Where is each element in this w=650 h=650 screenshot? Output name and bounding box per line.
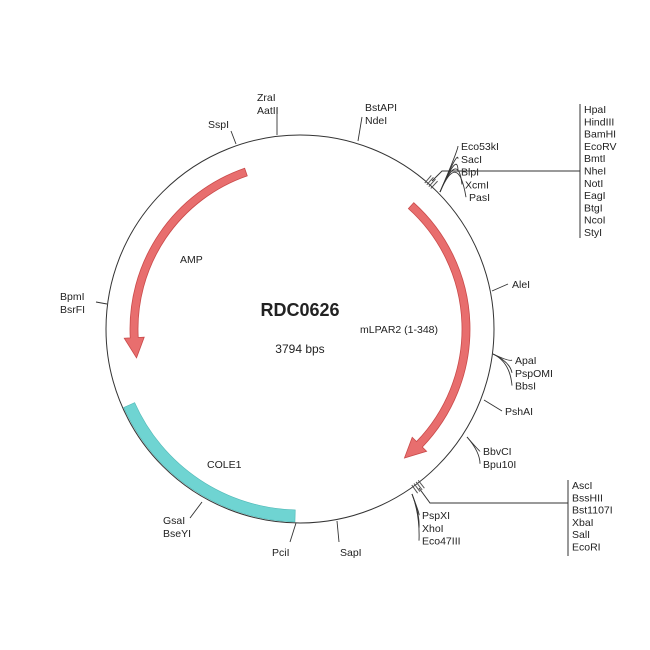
site-leader [491, 283, 509, 292]
site-tick [415, 481, 423, 491]
site-leader [492, 353, 513, 386]
site-label-ecori[interactable]: EcoRI [572, 542, 601, 554]
site-label-bstapi[interactable]: BstAPI [365, 102, 397, 114]
site-label-pspxi[interactable]: PspXI [422, 510, 450, 522]
site-leader [439, 171, 467, 198]
site-leader [492, 353, 513, 373]
site-label-ndei[interactable]: NdeI [365, 115, 387, 127]
site-label-xcmi[interactable]: XcmI [465, 179, 489, 191]
site-leader [411, 493, 420, 541]
site-label-sali[interactable]: SalI [572, 529, 590, 541]
site-label-sspi[interactable]: SspI [208, 119, 229, 131]
site-leader [230, 130, 237, 145]
site-tick [413, 483, 421, 492]
site-label-bamhi[interactable]: BamHI [584, 129, 616, 141]
site-label-aatii[interactable]: AatII [257, 105, 279, 117]
site-group: PshAI [483, 399, 533, 418]
site-leader [357, 116, 363, 142]
plasmid-name: RDC0626 [260, 300, 339, 320]
site-label-alei[interactable]: AleI [512, 279, 530, 291]
site-label-bbsi[interactable]: BbsI [515, 381, 536, 393]
site-label-ncoi[interactable]: NcoI [584, 215, 606, 227]
site-label-xhoi[interactable]: XhoI [422, 523, 444, 535]
site-label-asci[interactable]: AscI [572, 480, 592, 492]
site-leader [439, 168, 463, 193]
backbone-circle [105, 134, 495, 524]
site-label-pshai[interactable]: PshAI [505, 406, 533, 418]
site-label-bbvci[interactable]: BbvCI [483, 446, 512, 458]
feature-label-amp: AMP [180, 254, 203, 266]
feature-arrow-amp[interactable] [123, 167, 248, 359]
feature-label-mlpar2: mLPAR2 (1-348) [360, 324, 438, 336]
site-label-nhei[interactable]: NheI [584, 166, 606, 178]
site-group: AleI [491, 279, 530, 292]
site-label-btgi[interactable]: BtgI [584, 202, 603, 214]
feature-label-cole1: COLE1 [207, 459, 242, 471]
site-label-gsai[interactable]: GsaI [163, 515, 185, 527]
site-tick [428, 178, 436, 187]
site-leader [483, 399, 503, 412]
site-label-hpai[interactable]: HpaI [584, 104, 606, 116]
site-label-blpi[interactable]: BlpI [461, 167, 479, 179]
site-label-bpmi[interactable]: BpmI [60, 291, 85, 303]
site-label-bseyi[interactable]: BseYI [163, 528, 191, 540]
site-group: SspI [208, 119, 237, 145]
site-label-bsshii[interactable]: BssHII [572, 492, 603, 504]
site-label-zrai[interactable]: ZraI [257, 92, 276, 104]
site-label-bpu10i[interactable]: Bpu10I [483, 459, 516, 471]
site-leader [189, 501, 203, 519]
site-label-saci[interactable]: SacI [461, 154, 482, 166]
site-label-eagi[interactable]: EagI [584, 190, 606, 202]
site-label-eco53ki[interactable]: Eco53kI [461, 141, 499, 153]
site-group: HpaIHindIIIBamHIEcoRVBmtINheINotIEagIBtg… [424, 104, 617, 239]
site-label-bmti[interactable]: BmtI [584, 153, 606, 165]
site-label-xbai[interactable]: XbaI [572, 517, 594, 529]
feature-arrow-mlpar2[interactable] [403, 202, 471, 459]
site-leader [431, 170, 580, 182]
site-tick [411, 484, 419, 494]
site-group: PciI [272, 522, 297, 559]
site-label-sapi[interactable]: SapI [340, 547, 362, 559]
site-label-bst1107i[interactable]: Bst1107I [572, 505, 613, 517]
site-label-hindiii[interactable]: HindIII [584, 116, 614, 128]
site-tick [426, 176, 434, 186]
site-label-noti[interactable]: NotI [584, 178, 603, 190]
site-leader [466, 436, 481, 464]
site-label-ecorv[interactable]: EcoRV [584, 141, 617, 153]
site-tick [430, 180, 438, 189]
site-leader [95, 301, 108, 305]
site-label-styi[interactable]: StyI [584, 227, 602, 239]
site-leader [418, 487, 568, 504]
site-leader [439, 163, 459, 193]
site-tick [424, 175, 432, 184]
site-label-bsrfi[interactable]: BsrFI [60, 304, 85, 316]
site-label-apai[interactable]: ApaI [515, 355, 537, 367]
site-leader [336, 520, 340, 543]
site-label-pasi[interactable]: PasI [469, 192, 490, 204]
site-group: SapI [336, 520, 362, 559]
site-tick [417, 479, 425, 489]
site-label-eco47iii[interactable]: Eco47III [422, 536, 461, 548]
plasmid-size: 3794 bps [275, 342, 324, 356]
site-label-pcii[interactable]: PciI [272, 547, 290, 559]
site-label-pspomi[interactable]: PspOMI [515, 368, 553, 380]
feature-arc-cole1[interactable] [123, 402, 296, 523]
site-leader [289, 522, 297, 543]
